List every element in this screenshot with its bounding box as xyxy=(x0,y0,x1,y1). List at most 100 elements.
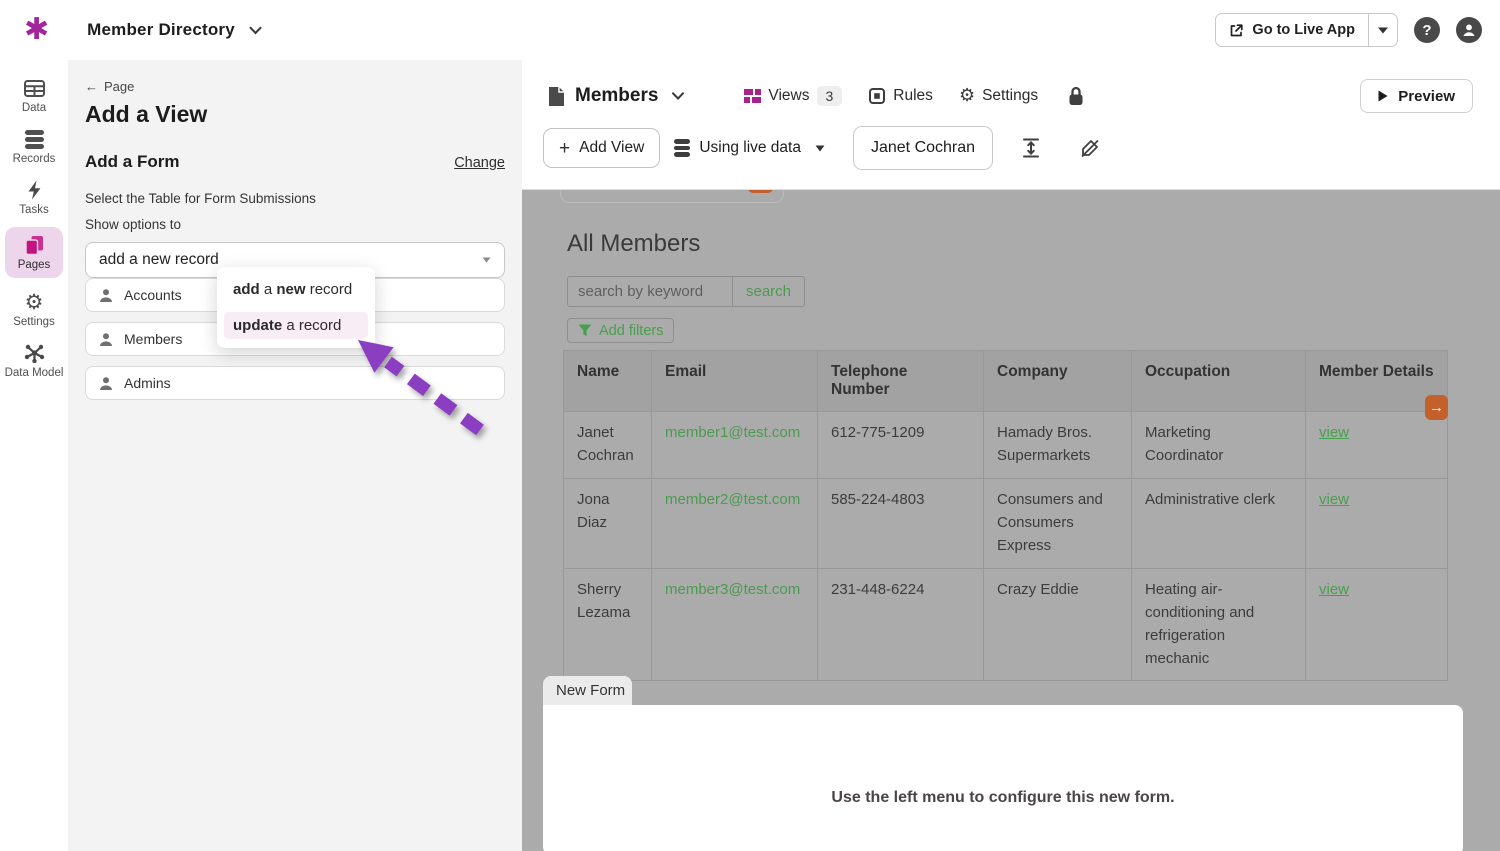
gear-icon: ⚙ xyxy=(24,289,44,314)
cell-phone: 585-224-4803 xyxy=(817,477,984,569)
knack-logo-icon[interactable]: ✱ xyxy=(24,12,50,47)
cell-occupation: Marketing Coordinator xyxy=(1131,411,1306,479)
new-form-tab[interactable]: New Form xyxy=(543,676,632,705)
rail-item-data-model[interactable]: Data Model xyxy=(0,335,68,386)
table-option-label: Members xyxy=(124,331,183,347)
col-header-occupation[interactable]: Occupation xyxy=(1131,350,1306,412)
add-filters-label: Add filters xyxy=(599,322,664,339)
table-header-row: Name Email Telephone Number Company Occu… xyxy=(563,350,1448,412)
cell-email: member2@test.com xyxy=(651,477,818,569)
rail-item-pages[interactable]: Pages xyxy=(5,227,63,278)
tab-rules[interactable]: Rules xyxy=(868,87,933,105)
col-header-company[interactable]: Company xyxy=(983,350,1132,412)
preview-label: Preview xyxy=(1398,87,1455,105)
search-input[interactable] xyxy=(567,276,733,307)
table-row: Sherry Lezama member3@test.com 231-448-6… xyxy=(563,567,1448,682)
tab-views[interactable]: Views 3 xyxy=(744,86,843,106)
table-row: Janet Cochran member1@test.com 612-775-1… xyxy=(563,411,1448,479)
search-button[interactable]: search xyxy=(733,276,806,307)
menu-item-update-record[interactable]: update a record xyxy=(224,312,368,339)
caret-down-icon xyxy=(815,145,825,151)
rail-item-label: Pages xyxy=(17,259,51,271)
col-header-phone[interactable]: Telephone Number xyxy=(817,350,984,412)
cell-details: view xyxy=(1305,477,1448,569)
email-link[interactable]: member2@test.com xyxy=(665,490,801,508)
rail-item-label: Records xyxy=(12,153,56,165)
top-bar: ✱ Member Directory Go to Live App xyxy=(0,0,1500,60)
page-chevron-down-icon[interactable] xyxy=(672,92,685,100)
play-icon xyxy=(1378,90,1388,102)
record-picker-field[interactable]: Janet Cochran xyxy=(852,126,994,170)
vertical-resize-icon[interactable] xyxy=(1021,137,1041,159)
tab-settings[interactable]: ⚙ Settings xyxy=(959,87,1038,105)
add-filters-button[interactable]: Add filters xyxy=(567,318,675,343)
cell-occupation: Heating air-conditioning and refrigerati… xyxy=(1131,567,1306,682)
cell-company: Hamady Bros. Supermarkets xyxy=(983,411,1132,479)
cell-name: Janet Cochran xyxy=(563,411,652,479)
page-preview-canvas: All Members search Add filters Name xyxy=(522,190,1500,851)
account-avatar-icon[interactable] xyxy=(1456,17,1482,43)
style-disabled-icon[interactable] xyxy=(1079,137,1101,159)
table-option-admins[interactable]: Admins xyxy=(85,366,505,400)
view-link[interactable]: view xyxy=(1319,490,1350,508)
new-form-empty-message: Use the left menu to configure this new … xyxy=(831,789,1175,806)
change-link[interactable]: Change xyxy=(454,155,505,171)
add-view-panel: ← Page Add a View Add a Form Change Sele… xyxy=(68,60,522,851)
cell-occupation: Administrative clerk xyxy=(1131,477,1306,569)
live-data-label: Using live data xyxy=(699,139,801,156)
view-link[interactable]: view xyxy=(1319,580,1350,598)
rail-item-label: Data Model xyxy=(4,367,64,379)
pages-icon xyxy=(24,234,44,256)
builder-main-area: Members Views 3 xyxy=(522,60,1500,851)
go-to-live-app-label: Go to Live App xyxy=(1252,22,1355,38)
add-view-button[interactable]: + Add View xyxy=(543,128,661,168)
left-nav-rail: Data Records Tasks Pages ⚙ Settings xyxy=(0,60,68,851)
search-bar: search xyxy=(567,276,806,307)
live-data-dropdown[interactable]: Using live data xyxy=(674,139,825,157)
table-option-label: Accounts xyxy=(124,287,182,303)
views-icon xyxy=(744,88,762,103)
filter-funnel-icon xyxy=(578,324,592,336)
rail-item-label: Tasks xyxy=(19,204,49,216)
table-grid-icon xyxy=(23,77,45,99)
helper-text-2: Show options to xyxy=(85,217,182,232)
network-icon xyxy=(24,342,45,364)
chevron-down-icon xyxy=(482,257,491,263)
cell-company: Consumers and Consumers Express xyxy=(983,477,1132,569)
app-title-chevron-down-icon[interactable] xyxy=(249,26,262,35)
person-icon xyxy=(100,332,112,346)
rail-item-settings[interactable]: ⚙ Settings xyxy=(0,284,68,335)
rail-item-tasks[interactable]: Tasks xyxy=(0,172,68,223)
lock-icon[interactable] xyxy=(1068,86,1084,106)
cell-company: Crazy Eddie xyxy=(983,567,1132,682)
col-header-member-details[interactable]: Member Details xyxy=(1305,350,1448,412)
tab-rules-label: Rules xyxy=(893,87,933,104)
preview-button[interactable]: Preview xyxy=(1360,79,1473,113)
add-view-label: Add View xyxy=(579,139,645,156)
go-to-live-app-dropdown-button[interactable] xyxy=(1368,14,1397,46)
rules-chip-icon xyxy=(869,88,886,104)
col-header-name[interactable]: Name xyxy=(563,350,652,412)
back-link-label: Page xyxy=(104,79,135,94)
record-picker-value: Janet Cochran xyxy=(870,139,976,156)
menu-item-add-new-record[interactable]: add a new record xyxy=(233,281,353,298)
go-to-live-app-split-button: Go to Live App xyxy=(1215,13,1398,47)
rail-item-records[interactable]: Records xyxy=(0,121,68,172)
go-to-live-app-button[interactable]: Go to Live App xyxy=(1216,14,1368,46)
row-detail-arrow-button[interactable]: → xyxy=(1425,395,1448,420)
database-icon xyxy=(674,139,691,157)
email-link[interactable]: member1@test.com xyxy=(665,424,801,441)
rail-item-label: Data xyxy=(21,102,47,114)
cell-phone: 231-448-6224 xyxy=(817,567,984,682)
rail-item-data[interactable]: Data xyxy=(0,70,68,121)
back-arrow-icon: ← xyxy=(85,79,98,94)
email-link[interactable]: member3@test.com xyxy=(665,580,801,598)
back-to-page-link[interactable]: ← Page xyxy=(85,79,505,94)
help-icon[interactable]: ? xyxy=(1414,17,1440,43)
view-link[interactable]: view xyxy=(1319,424,1350,441)
page-name: Members xyxy=(575,85,659,106)
page-builder-header: Members Views 3 xyxy=(522,60,1500,190)
cell-details: view xyxy=(1305,567,1448,682)
col-header-email[interactable]: Email xyxy=(651,350,818,412)
